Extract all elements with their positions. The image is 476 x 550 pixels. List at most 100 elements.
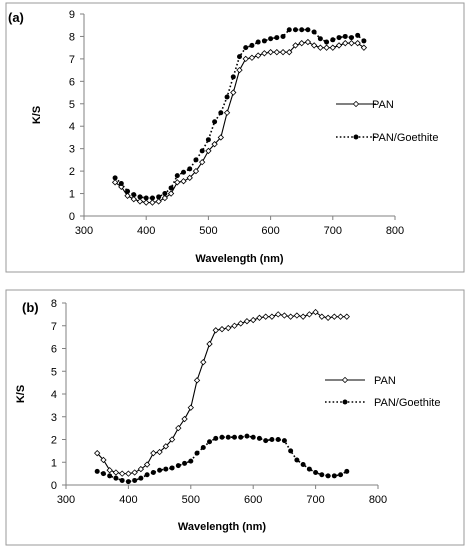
- data-point-pan-goethite: [348, 35, 354, 41]
- x-tick-label: 400: [119, 494, 137, 506]
- y-tick-label: 6: [51, 344, 57, 356]
- legend-label-pan-goethite: PAN/Goethite: [372, 132, 438, 144]
- data-point-pan-goethite: [199, 148, 205, 154]
- data-point-pan: [175, 424, 182, 432]
- data-point-pan-goethite: [237, 54, 242, 60]
- data-point-pan-goethite: [355, 32, 361, 38]
- data-point-pan: [94, 449, 101, 457]
- data-point-pan: [218, 325, 226, 333]
- data-point-pan: [248, 54, 256, 61]
- data-point-pan-goethite: [342, 33, 348, 39]
- data-point-pan: [186, 174, 193, 182]
- data-point-pan: [211, 141, 218, 148]
- data-point-pan: [167, 190, 175, 197]
- x-tick-label: 700: [306, 494, 324, 506]
- data-point-pan: [231, 322, 238, 329]
- data-point-pan-goethite: [137, 194, 143, 200]
- data-point-pan-goethite: [162, 191, 168, 197]
- data-point-pan-goethite: [300, 462, 306, 468]
- data-point-pan: [243, 318, 251, 325]
- data-point-pan: [242, 55, 249, 63]
- data-point-pan: [286, 48, 293, 56]
- data-point-pan: [281, 312, 288, 319]
- data-point-pan: [293, 312, 301, 319]
- data-point-pan: [131, 469, 138, 476]
- y-tick-label: 3: [69, 144, 75, 156]
- x-tick-label: 700: [324, 225, 342, 237]
- data-point-pan: [304, 38, 312, 46]
- data-point-pan-goethite: [188, 458, 194, 464]
- data-point-pan-goethite: [194, 450, 200, 456]
- data-point-pan-goethite: [344, 468, 350, 474]
- data-point-pan-goethite: [94, 468, 100, 474]
- data-point-pan: [206, 340, 213, 348]
- data-point-pan: [250, 316, 257, 324]
- data-point-pan-goethite: [174, 173, 180, 179]
- data-point-pan-goethite: [168, 185, 174, 191]
- data-point-pan: [317, 44, 324, 51]
- data-point-pan: [106, 467, 113, 474]
- data-point-pan-goethite: [200, 444, 206, 450]
- data-point-pan: [335, 42, 343, 49]
- data-point-pan-goethite: [157, 467, 163, 473]
- data-point-pan: [279, 48, 287, 56]
- y-axis-title: K/S: [31, 106, 43, 124]
- data-point-pan-goethite: [330, 37, 336, 43]
- data-point-pan-goethite: [292, 27, 298, 33]
- data-point-pan: [180, 178, 187, 185]
- data-point-pan: [318, 313, 326, 320]
- data-point-pan: [337, 313, 344, 320]
- data-point-pan-goethite: [299, 27, 305, 33]
- data-point-pan: [268, 313, 276, 320]
- x-tick-label: 300: [57, 494, 75, 506]
- x-tick-label: 300: [75, 225, 93, 237]
- y-tick-label: 2: [51, 435, 57, 447]
- y-tick-label: 8: [51, 298, 57, 310]
- data-point-pan: [125, 470, 132, 477]
- data-point-pan-goethite: [113, 475, 119, 481]
- y-tick-label: 8: [69, 31, 75, 43]
- data-point-pan-goethite: [261, 38, 267, 44]
- data-point-pan-goethite: [244, 433, 250, 439]
- data-point-pan: [149, 199, 156, 206]
- data-point-pan: [262, 313, 269, 320]
- y-tick-label: 6: [69, 76, 75, 88]
- y-tick-label: 9: [69, 9, 75, 21]
- data-point-pan: [312, 308, 319, 316]
- data-point-pan: [273, 48, 280, 56]
- data-point-pan-goethite: [107, 473, 113, 479]
- legend-label-pan: PAN: [372, 99, 394, 111]
- data-point-pan-goethite: [169, 465, 175, 471]
- data-point-pan: [111, 179, 119, 186]
- data-point-pan-goethite: [225, 434, 231, 440]
- data-point-pan-goethite: [238, 434, 244, 440]
- data-point-pan-goethite: [305, 27, 311, 33]
- data-point-pan: [143, 199, 150, 206]
- data-point-pan-goethite: [230, 74, 236, 80]
- data-point-pan-goethite: [143, 195, 149, 201]
- y-tick-label: 4: [51, 389, 57, 401]
- data-point-pan-goethite: [219, 434, 225, 440]
- data-point-pan-goethite: [325, 473, 331, 479]
- y-tick-label: 0: [51, 480, 57, 492]
- data-point-pan: [100, 456, 107, 464]
- data-point-pan-goethite: [150, 469, 156, 475]
- data-point-pan-goethite: [269, 437, 275, 442]
- data-point-pan-goethite: [249, 42, 255, 48]
- data-point-pan: [181, 415, 188, 423]
- series-line-pan-goethite: [96, 435, 348, 483]
- data-point-pan-goethite: [313, 469, 319, 475]
- y-tick-label: 1: [51, 457, 57, 469]
- data-point-pan: [168, 436, 176, 443]
- data-point-pan-goethite: [286, 27, 292, 33]
- data-point-pan: [230, 89, 237, 96]
- data-point-pan-goethite: [119, 477, 125, 483]
- data-point-pan-goethite: [125, 188, 131, 194]
- chart-panel-a: (a) 0 1 2 3 4 5 6 7 8 9 300 400 500 600 700 800 Wavelengt…: [8, 9, 438, 265]
- data-point-pan: [354, 40, 361, 47]
- data-point-pan: [118, 470, 126, 477]
- data-point-pan: [161, 194, 169, 202]
- data-point-pan-goethite: [250, 434, 256, 440]
- data-point-pan-goethite: [288, 448, 294, 454]
- data-point-pan: [348, 40, 355, 47]
